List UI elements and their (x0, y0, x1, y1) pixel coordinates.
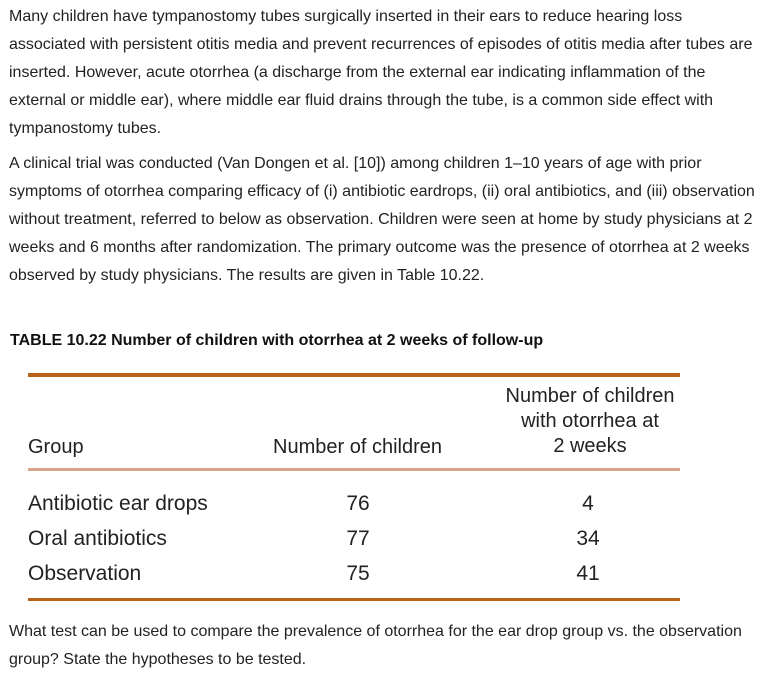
cell-otorrhea-count: 4 (582, 492, 594, 515)
header-otorrhea-line-2: with otorrhea at (521, 410, 659, 432)
table-bottom-rule (28, 598, 680, 601)
table-row: Oral antibiotics 77 34 (0, 524, 763, 554)
cell-group: Antibiotic ear drops (28, 492, 208, 515)
cell-group: Observation (28, 562, 142, 585)
header-otorrhea-line-3: 2 weeks (553, 435, 627, 457)
cell-number-of-children: 75 (346, 562, 370, 585)
table-top-rule (28, 373, 680, 377)
cell-number-of-children: 77 (346, 527, 370, 550)
header-group: Group (28, 436, 84, 458)
cell-number-of-children: 76 (346, 492, 370, 515)
cell-otorrhea-count: 41 (576, 562, 600, 585)
question-paragraph: What test can be used to compare the pre… (9, 623, 742, 668)
table-row: Antibiotic ear drops 76 4 (0, 489, 763, 519)
cell-group: Oral antibiotics (28, 527, 167, 550)
table-row: Observation 75 41 (0, 559, 763, 589)
trial-paragraph: A clinical trial was conducted (Van Dong… (9, 155, 755, 284)
header-otorrhea-line-1: Number of children (505, 385, 675, 407)
table-header-rule (28, 468, 680, 471)
header-children-with-otorrhea: Number of children with otorrhea at 2 we… (480, 384, 700, 459)
cell-otorrhea-count: 34 (576, 527, 600, 550)
intro-paragraph: Many children have tympanostomy tubes su… (9, 8, 753, 137)
table-caption: TABLE 10.22 Number of children with otor… (10, 332, 544, 349)
header-number-of-children: Number of children (273, 436, 442, 458)
